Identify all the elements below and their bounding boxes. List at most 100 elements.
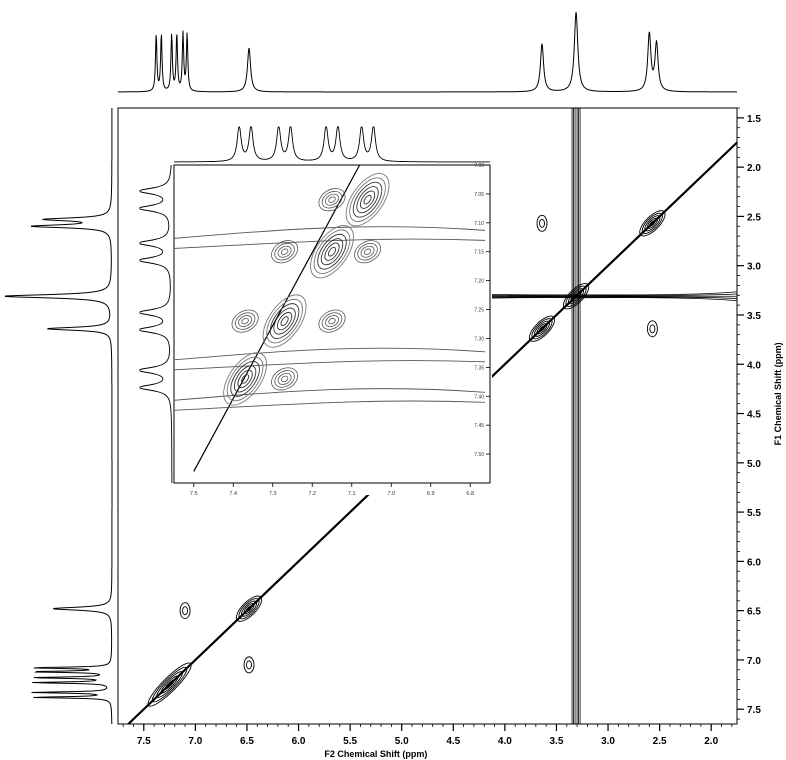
inset-y-tick-label-7.25: 7.25 [474, 308, 484, 314]
y-tick-label-4.5: 4.5 [747, 410, 761, 421]
inset-top-projection [174, 126, 490, 163]
inset-diagonal-peak-contour-0 [230, 361, 260, 397]
diagonal-peak-contour-3 [570, 290, 582, 302]
x-tick-label-5.0: 5.0 [395, 736, 409, 747]
diagonal-peak-contour-4 [641, 212, 663, 234]
inset-y-tick-label-7.50: 7.50 [474, 452, 484, 458]
diagonal-peak-contour-2 [539, 325, 545, 332]
inset-cross-peak-contour-2 [321, 190, 343, 209]
inset-y-tick-label-7.45: 7.45 [474, 423, 484, 429]
inset-cross-peak-contour-0 [238, 315, 253, 328]
inset-diagonal-peak-contour-2 [324, 242, 340, 261]
diagonal-peak-contour-0 [147, 662, 192, 707]
inset-cross-peak-contour-0 [241, 317, 249, 325]
x-tick-label-3.5: 3.5 [550, 736, 564, 747]
y-tick-label-5.5: 5.5 [747, 508, 761, 519]
cross-peak-contour-0 [539, 218, 545, 228]
inset-streak-b [173, 360, 486, 371]
cross-peak-contour-3 [246, 660, 252, 670]
inset-y-tick-label-7.40: 7.40 [474, 394, 484, 400]
inset-x-tick-label-7.5: 7.5 [190, 491, 198, 497]
cross-peak-contour-3 [243, 656, 255, 674]
x-tick-label-4.0: 4.0 [498, 736, 512, 747]
inset-cross-peak-contour-3 [360, 245, 375, 258]
inset-diagonal-peak-contour-1 [269, 303, 300, 339]
cross-peak-contour-2 [179, 602, 191, 620]
inset-y-tick-label-7.05: 7.05 [474, 192, 484, 198]
inset-diagonal-peak-contour-0 [233, 365, 257, 393]
inset-cross-peak-contour-3 [357, 242, 378, 261]
diagonal-peak-contour-1 [246, 605, 252, 612]
inset-cross-peak-contour-5 [318, 309, 346, 333]
inset-diagonal-peak-contour-1 [266, 298, 303, 344]
inset-cross-peak-contour-1 [274, 370, 295, 388]
inset-streak-c [173, 400, 486, 411]
inset-cross-peak-contour-1 [271, 367, 299, 391]
inset-x-tick-label-7.1: 7.1 [348, 491, 356, 497]
x-axis-label: F2 Chemical Shift (ppm) [324, 749, 427, 759]
inset-cross-peak-contour-1 [277, 372, 292, 385]
x-tick-label-6.0: 6.0 [292, 736, 306, 747]
inset-x-tick-label-7.3: 7.3 [269, 491, 277, 497]
top-projection-spectrum [118, 11, 737, 93]
inset-diagonal-peak-contour-3 [359, 190, 376, 209]
y-tick-label-7.5: 7.5 [747, 705, 761, 716]
diagonal-peak-contour-2 [533, 320, 551, 337]
inset-cross-peak-contour-4 [277, 245, 292, 258]
diagonal-peak-contour-3 [568, 288, 585, 305]
cross-peak-contour-1 [646, 320, 658, 338]
inset-diagonal-peak-contour-3 [352, 181, 383, 218]
inset-streak-a [173, 226, 486, 239]
inset-cross-peak-contour-3 [354, 240, 382, 264]
y-tick-label-3.0: 3.0 [747, 262, 761, 273]
left-projection-spectrum [4, 108, 113, 724]
inset-streak-c [173, 388, 486, 401]
x-tick-label-2.5: 2.5 [653, 736, 667, 747]
inset-y-tick-label-7.30: 7.30 [474, 336, 484, 342]
inset-cross-peak-contour-2 [318, 188, 346, 212]
diagonal-peak-contour-3 [562, 283, 590, 310]
inset-diagonal-peak-contour-1 [273, 307, 296, 335]
inset-diagonal-peak-contour-2 [317, 233, 347, 270]
y-tick-label-1.5: 1.5 [747, 114, 761, 125]
inset-x-tick-label-7.4: 7.4 [229, 491, 237, 497]
y-tick-label-6.0: 6.0 [747, 557, 761, 568]
inset-diagonal-peak-contour-3 [349, 177, 386, 222]
inset-cross-peak-contour-2 [325, 193, 339, 206]
inset-cross-peak-contour-4 [274, 242, 295, 261]
inset-diagonal-peak-contour-2 [313, 229, 351, 274]
x-tick-label-2.0: 2.0 [704, 736, 718, 747]
diagonal-peak-contour-4 [646, 217, 658, 229]
inset-diagonal-peak-contour-2 [327, 246, 337, 257]
inset-y-tick-label-7.00: 7.00 [474, 163, 484, 169]
diagonal-peak-contour-4 [639, 210, 666, 237]
inset-cross-peak-contour-3 [363, 248, 372, 255]
y-tick-label-5.0: 5.0 [747, 459, 761, 470]
main-plot-frame [117, 107, 738, 725]
inset-cross-peak-contour-5 [321, 312, 343, 330]
inset-x-tick-label-6.9: 6.9 [427, 491, 435, 497]
cross-peak-contour-2 [182, 606, 189, 616]
inset-cross-peak-contour-5 [325, 315, 339, 328]
inset-diagonal-peak-contour-0 [223, 352, 267, 406]
inset-diagonal-peak-contour-3 [356, 186, 379, 214]
diagonal-peak-contour-2 [536, 323, 548, 335]
inset-y-tick-label-7.20: 7.20 [474, 279, 484, 285]
inset-y-tick-label-7.10: 7.10 [474, 221, 484, 227]
diagonal-peak-contour-4 [644, 215, 661, 232]
inset-plot: 7.5 7.4 7.3 7.2 7.1 7.0 6.9 6.8 7.00 7.05 7.10 7.15… [138, 118, 492, 497]
inset-cross-peak-contour-0 [234, 312, 256, 330]
diagonal-peak-contour-4 [649, 220, 656, 227]
diagonal-peak-contour-1 [243, 603, 255, 615]
y-tick-label-4.0: 4.0 [747, 360, 761, 371]
inset-left-projection [139, 165, 173, 483]
diagonal-peak-contour-2 [531, 318, 553, 340]
diagonal-peak-contour-0 [164, 679, 175, 690]
x-tick-label-6.5: 6.5 [240, 736, 254, 747]
inset-diagonal-peak-contour-3 [363, 194, 372, 205]
inset-cross-peak-contour-5 [328, 317, 336, 325]
inset-cross-peak-contour-0 [231, 309, 259, 333]
x-tick-label-7.5: 7.5 [137, 736, 151, 747]
inset-diagonal-peak-contour-1 [262, 294, 307, 348]
